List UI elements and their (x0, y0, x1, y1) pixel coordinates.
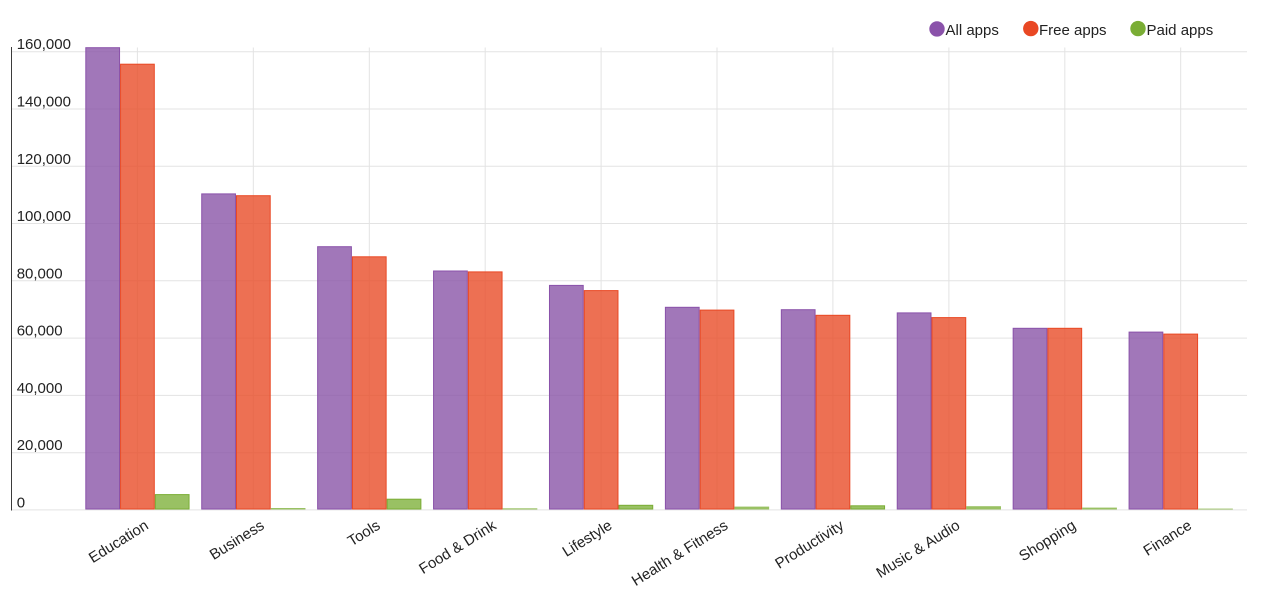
svg-text:All apps: All apps (946, 22, 999, 39)
svg-text:120,000: 120,000 (17, 151, 71, 168)
svg-text:100,000: 100,000 (17, 208, 71, 225)
svg-text:160,000: 160,000 (17, 36, 71, 53)
svg-text:Free apps: Free apps (1039, 22, 1107, 39)
svg-text:0: 0 (17, 494, 25, 511)
svg-text:20,000: 20,000 (17, 437, 63, 454)
svg-text:Paid apps: Paid apps (1147, 22, 1214, 39)
svg-text:140,000: 140,000 (17, 94, 71, 111)
svg-text:60,000: 60,000 (17, 323, 63, 340)
svg-text:40,000: 40,000 (17, 380, 63, 397)
svg-text:80,000: 80,000 (17, 265, 63, 282)
